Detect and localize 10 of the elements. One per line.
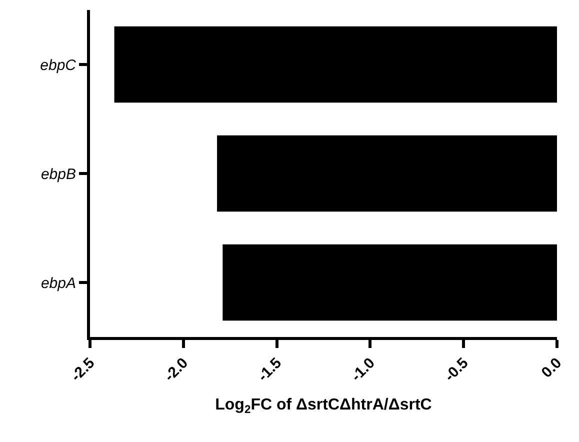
y-tick-label: ebpC — [40, 56, 76, 74]
x-tick-label: -2.0 — [161, 354, 192, 385]
x-tick-label: -2.5 — [68, 354, 98, 385]
x-axis-title: Log$_{2}$FC of ΔsrtCΔhtrA/ΔsrtC — [215, 396, 432, 416]
y-tick-label: ebpB — [40, 166, 76, 183]
x-tick-label: -1.0 — [348, 354, 378, 385]
x-tick-label: 0.0 — [538, 354, 566, 382]
y-tick-label: ebpA — [40, 274, 76, 292]
x-tick-label: -1.5 — [254, 354, 285, 385]
x-tick-label: -0.5 — [441, 354, 472, 385]
